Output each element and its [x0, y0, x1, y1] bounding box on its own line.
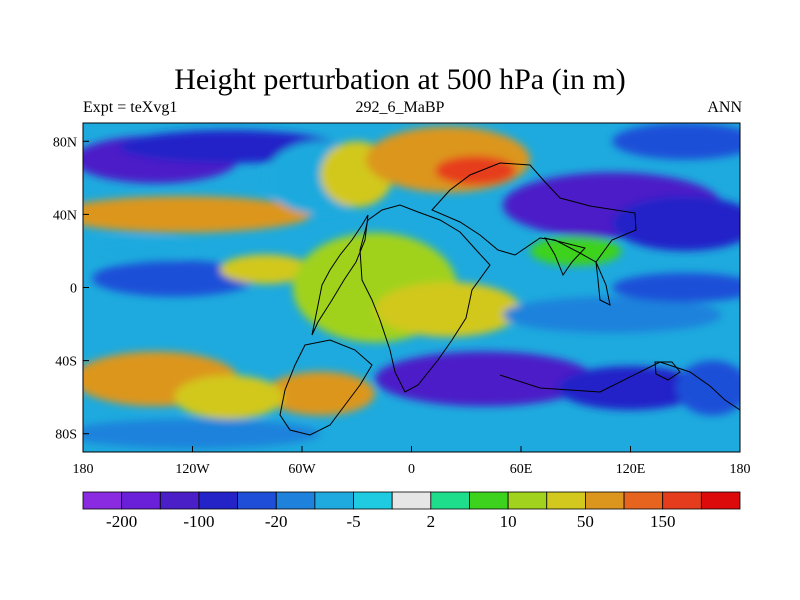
- colorbar-swatch-1: [121, 491, 161, 510]
- anomaly-region-19: [557, 366, 704, 410]
- y-tick-label-0: 80N: [53, 135, 77, 150]
- colorbar-swatch-8: [391, 491, 432, 510]
- x-axis: 180 120W 60W 0 60E 120E 180: [73, 446, 751, 477]
- south-america-coastline: [279, 339, 373, 436]
- colorbar-swatch-7: [353, 491, 393, 510]
- anomaly-region-22: [265, 371, 375, 416]
- anomaly-region-5: [219, 254, 312, 284]
- anomaly-region-23: [174, 375, 284, 420]
- anomaly-region-2: [83, 196, 312, 233]
- colorbar-swatch-6: [314, 491, 354, 510]
- x-tick-label-0: 180: [73, 462, 94, 477]
- anomaly-region-24: [83, 419, 321, 449]
- y-tick-label-1: 40N: [53, 208, 77, 223]
- x-tick-label-5: 120E: [616, 462, 646, 477]
- africa-coastline: [359, 204, 491, 393]
- x-tick-label-2: 60W: [288, 462, 316, 477]
- y-tick-label-3: 40S: [55, 355, 77, 370]
- australia-coastline: [654, 361, 681, 381]
- y-tick-label-2: 0: [70, 282, 77, 297]
- coastlines: [279, 162, 740, 436]
- plot-area: [83, 123, 740, 452]
- north-america-coastline: [311, 214, 369, 336]
- anomaly-region-16: [502, 296, 722, 334]
- colorbar-label-3: -5: [346, 512, 360, 531]
- colorbar-swatch-12: [546, 491, 586, 510]
- colorbar-swatch-10: [469, 491, 509, 510]
- india-coastline: [543, 237, 586, 277]
- y-tick-label-4: 80S: [55, 428, 77, 443]
- colorbar-swatch-0: [82, 491, 123, 510]
- anomaly-field: [83, 123, 740, 449]
- anomaly-region-11: [612, 196, 740, 251]
- x-tick-label-3: 0: [408, 462, 415, 477]
- colorbar-swatch-16: [700, 491, 741, 510]
- colorbar-label-1: -100: [183, 512, 214, 531]
- anomaly-region-4: [92, 260, 257, 297]
- anomaly-region-3: [83, 238, 193, 264]
- colorbar-swatch-9: [430, 491, 470, 510]
- anomaly-region-20: [676, 360, 740, 416]
- case-label: 292_6_MaBP: [355, 99, 445, 116]
- x-tick-label-4: 60E: [510, 462, 533, 477]
- colorbar-label-7: 150: [650, 512, 676, 531]
- colorbar-swatch-4: [237, 491, 277, 510]
- anomaly-region-18: [375, 351, 594, 407]
- colorbar-label-2: -20: [265, 512, 288, 531]
- colorbar-swatch-5: [275, 491, 316, 510]
- anomaly-region-12: [612, 123, 740, 160]
- colorbar-swatch-2: [159, 491, 200, 510]
- colorbar-swatch-3: [198, 491, 238, 510]
- colorbar-label-5: 10: [500, 512, 517, 531]
- anomaly-region-8: [365, 126, 531, 193]
- anomaly-region-15: [375, 282, 521, 337]
- season-label: ANN: [707, 99, 742, 116]
- anomaly-region-17: [612, 272, 740, 303]
- experiment-label: Expt = teXvg1: [83, 99, 178, 116]
- colorbar-label-4: 2: [427, 512, 436, 531]
- colorbar: -200 -100 -20 -5 2 10 50 150: [82, 491, 741, 531]
- y-axis: 80N 40N 0 40S 80S: [53, 135, 89, 443]
- chart-title: Height perturbation at 500 hPa (in m): [174, 63, 626, 96]
- colorbar-swatch-11: [507, 491, 548, 510]
- southeast-asia-coastline: [595, 261, 611, 306]
- colorbar-label-0: -200: [106, 512, 137, 531]
- colorbar-swatch-14: [623, 491, 664, 510]
- eurasia-coastline: [431, 162, 637, 263]
- anomaly-region-9: [435, 155, 516, 186]
- colorbar-swatch-15: [662, 491, 702, 510]
- colorbar-label-6: 50: [577, 512, 594, 531]
- x-tick-label-1: 120W: [175, 462, 210, 477]
- colorbar-swatch-13: [585, 491, 625, 510]
- x-tick-label-6: 180: [730, 462, 751, 477]
